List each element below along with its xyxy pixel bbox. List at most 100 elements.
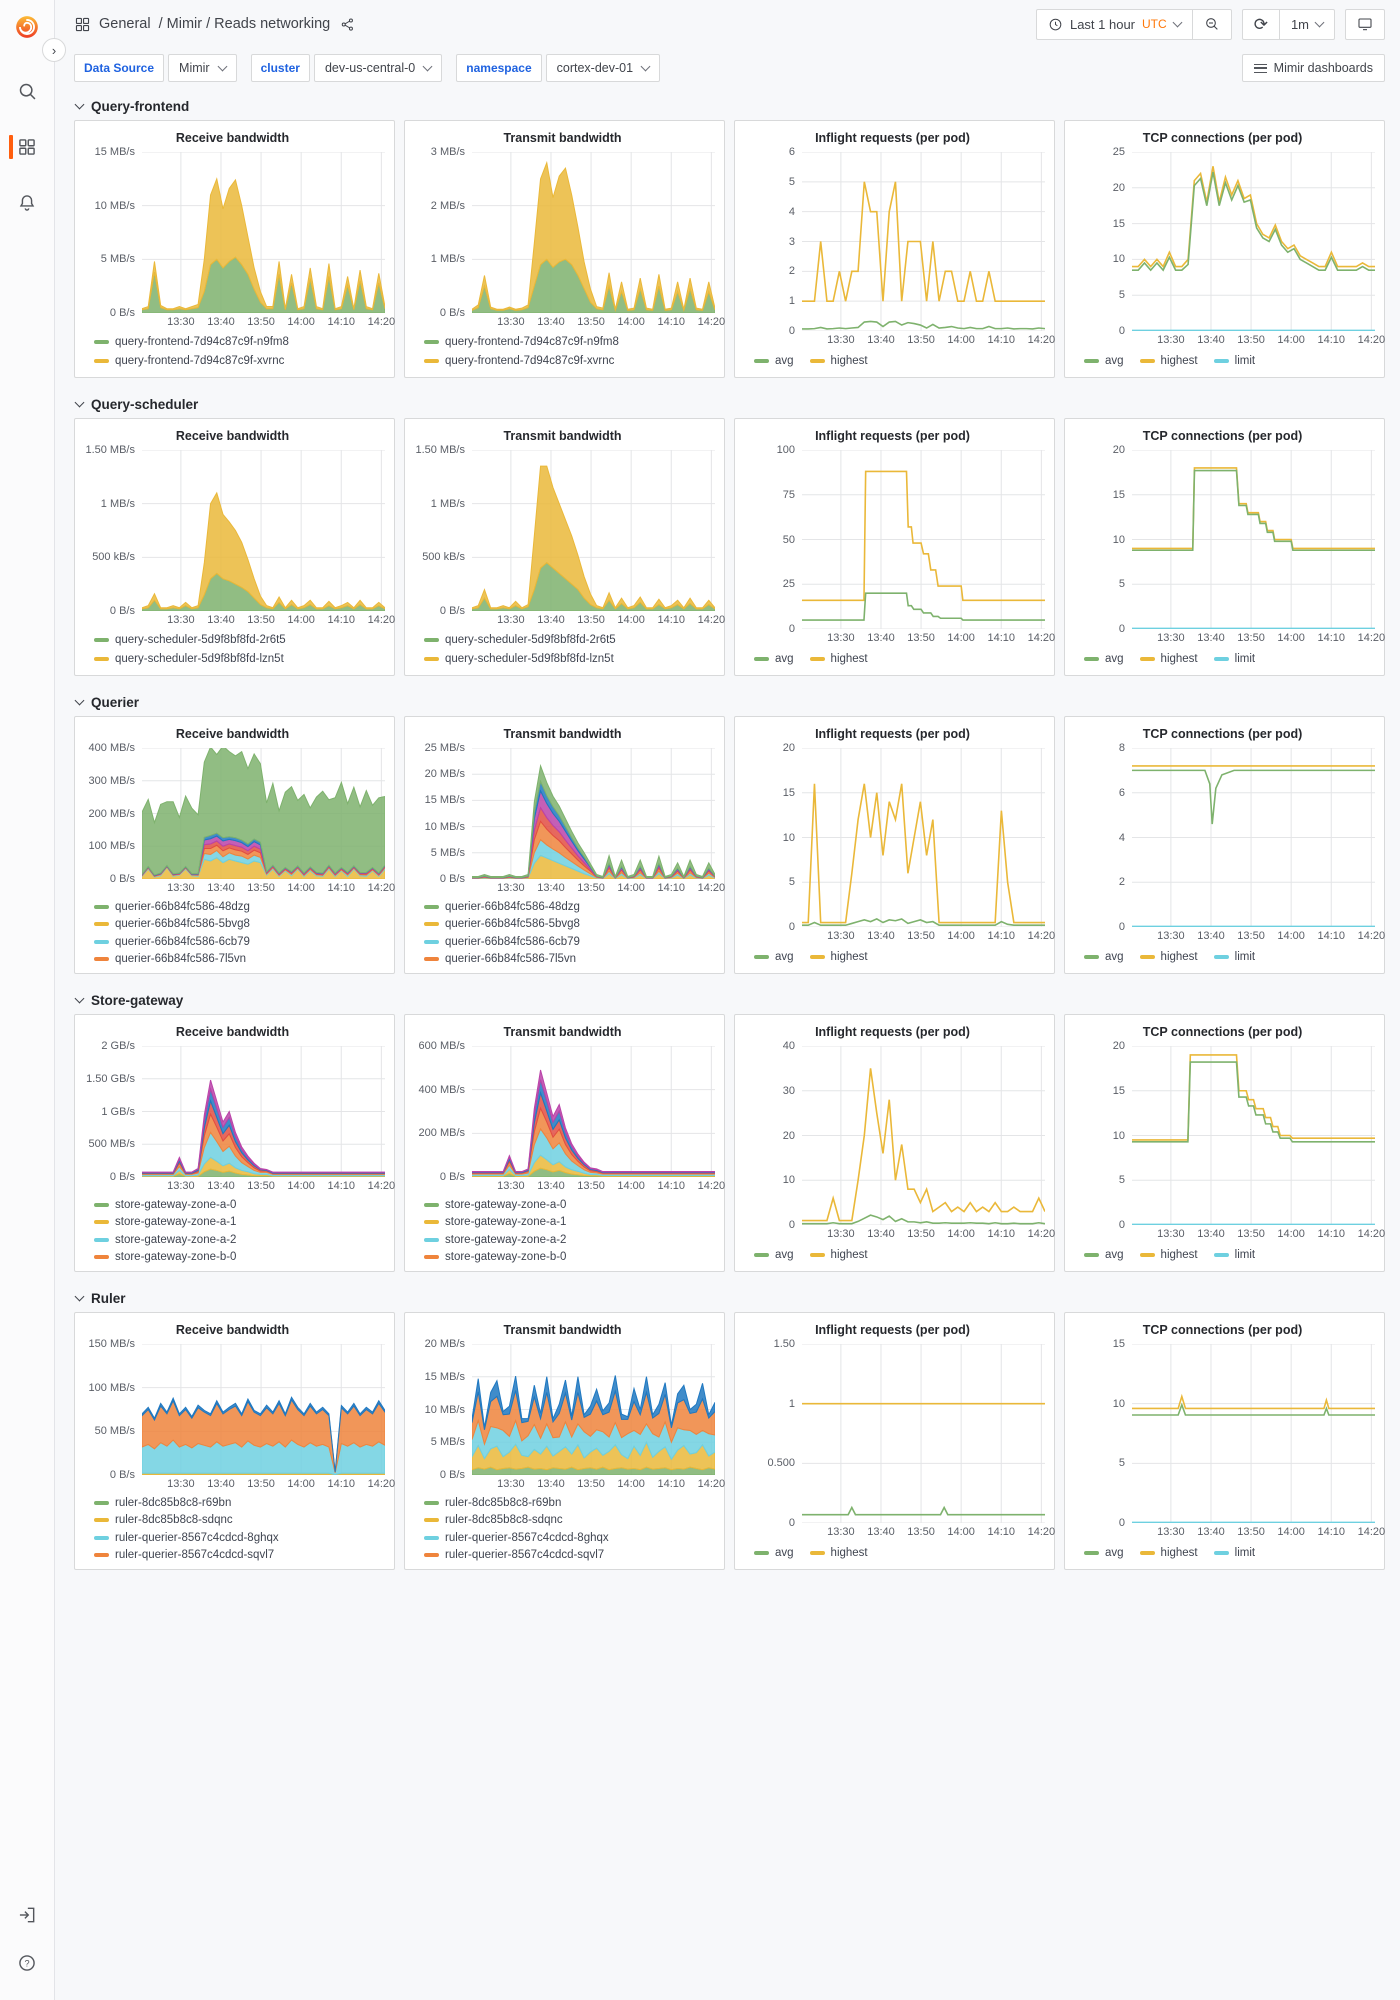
variable-label[interactable]: Data Source xyxy=(74,54,165,82)
legend-item[interactable]: query-frontend-7d94c87c9f-n9fm8 xyxy=(94,332,385,351)
legend-item[interactable]: store-gateway-zone-b-0 xyxy=(424,1249,715,1267)
legend-item[interactable]: ruler-8dc85b8c8-r69bn xyxy=(94,1494,385,1512)
legend-item[interactable]: avg xyxy=(754,948,794,967)
legend-item[interactable]: highest xyxy=(809,1246,868,1265)
variable-label[interactable]: cluster xyxy=(250,54,310,82)
breadcrumb-folder[interactable]: General xyxy=(99,16,151,32)
tv-mode-button[interactable] xyxy=(1346,10,1384,39)
section-header-query-scheduler[interactable]: Query-scheduler xyxy=(74,390,1385,418)
legend-item[interactable]: ruler-8dc85b8c8-sdqnc xyxy=(424,1512,715,1530)
grafana-logo[interactable] xyxy=(14,14,40,40)
legend-item[interactable]: avg xyxy=(1084,1246,1124,1265)
alerting-bell-icon[interactable] xyxy=(0,190,54,216)
legend-item[interactable]: store-gateway-zone-a-2 xyxy=(94,1231,385,1249)
section-header-querier[interactable]: Querier xyxy=(74,688,1385,716)
panel-title[interactable]: Receive bandwidth xyxy=(175,429,290,443)
legend-item[interactable]: store-gateway-zone-a-0 xyxy=(94,1196,385,1214)
legend-item[interactable]: highest xyxy=(1139,650,1198,669)
legend-item[interactable]: store-gateway-zone-a-0 xyxy=(424,1196,715,1214)
legend-item[interactable]: ruler-8dc85b8c8-r69bn xyxy=(424,1494,715,1512)
chart-canvas[interactable] xyxy=(472,748,715,879)
chart-canvas[interactable] xyxy=(802,1046,1045,1225)
legend-item[interactable]: ruler-querier-8567c4cdcd-sqvl7 xyxy=(424,1547,715,1565)
legend-item[interactable]: store-gateway-zone-a-2 xyxy=(424,1231,715,1249)
chart-canvas[interactable] xyxy=(802,1344,1045,1523)
legend-item[interactable]: querier-66b84fc586-5bvg8 xyxy=(424,916,715,934)
panel-title[interactable]: TCP connections (per pod) xyxy=(1142,1025,1303,1039)
variable-value-dropdown[interactable]: Mimir xyxy=(168,54,237,82)
chart-canvas[interactable] xyxy=(1132,748,1375,927)
legend-item[interactable]: avg xyxy=(754,1544,794,1563)
legend-item[interactable]: store-gateway-zone-a-1 xyxy=(94,1214,385,1232)
chart-canvas[interactable] xyxy=(142,1344,385,1475)
chart-canvas[interactable] xyxy=(1132,450,1375,629)
chart-canvas[interactable] xyxy=(142,152,385,313)
panel-title[interactable]: TCP connections (per pod) xyxy=(1142,131,1303,145)
sidebar-expand-button[interactable]: › xyxy=(42,38,66,62)
legend-item[interactable]: highest xyxy=(809,1544,868,1563)
time-range-picker[interactable]: Last 1 hour UTC xyxy=(1037,10,1192,39)
legend-item[interactable]: avg xyxy=(754,650,794,669)
legend-item[interactable]: limit xyxy=(1213,1246,1255,1265)
legend-item[interactable]: query-scheduler-5d9f8bf8fd-lzn5t xyxy=(94,649,385,668)
panel-title[interactable]: Receive bandwidth xyxy=(175,1025,290,1039)
variable-label[interactable]: namespace xyxy=(456,54,542,82)
chart-canvas[interactable] xyxy=(802,748,1045,927)
legend-item[interactable]: querier-66b84fc586-5bvg8 xyxy=(94,916,385,934)
legend-item[interactable]: highest xyxy=(1139,352,1198,371)
variable-value-dropdown[interactable]: dev-us-central-0 xyxy=(313,54,443,82)
refresh-interval-dropdown[interactable]: 1m xyxy=(1278,9,1334,39)
panel-title[interactable]: Transmit bandwidth xyxy=(503,1323,622,1337)
legend-item[interactable]: querier-66b84fc586-7l5vn xyxy=(424,951,715,969)
zoom-out-button[interactable] xyxy=(1191,9,1231,39)
legend-item[interactable]: query-frontend-7d94c87c9f-xvrnc xyxy=(424,351,715,370)
legend-item[interactable]: store-gateway-zone-b-0 xyxy=(94,1249,385,1267)
legend-item[interactable]: query-frontend-7d94c87c9f-n9fm8 xyxy=(424,332,715,351)
sign-in-icon[interactable] xyxy=(0,1902,54,1928)
chart-canvas[interactable] xyxy=(472,152,715,313)
chart-canvas[interactable] xyxy=(1132,152,1375,331)
panel-title[interactable]: Inflight requests (per pod) xyxy=(815,1323,970,1337)
share-icon[interactable] xyxy=(340,17,355,32)
chart-canvas[interactable] xyxy=(802,450,1045,629)
legend-item[interactable]: avg xyxy=(754,1246,794,1265)
legend-item[interactable]: avg xyxy=(1084,948,1124,967)
chart-canvas[interactable] xyxy=(1132,1344,1375,1523)
panel-title[interactable]: Receive bandwidth xyxy=(175,727,290,741)
legend-item[interactable]: highest xyxy=(1139,1544,1198,1563)
chart-canvas[interactable] xyxy=(472,1344,715,1475)
legend-item[interactable]: query-scheduler-5d9f8bf8fd-2r6t5 xyxy=(424,630,715,649)
panel-title[interactable]: TCP connections (per pod) xyxy=(1142,727,1303,741)
panel-title[interactable]: Inflight requests (per pod) xyxy=(815,131,970,145)
chart-canvas[interactable] xyxy=(142,450,385,611)
panel-title[interactable]: Receive bandwidth xyxy=(175,1323,290,1337)
legend-item[interactable]: ruler-querier-8567c4cdcd-8ghqx xyxy=(94,1529,385,1547)
section-header-ruler[interactable]: Ruler xyxy=(74,1284,1385,1312)
panel-title[interactable]: Transmit bandwidth xyxy=(503,1025,622,1039)
refresh-button[interactable]: ⟳ xyxy=(1243,10,1279,39)
legend-item[interactable]: querier-66b84fc586-7l5vn xyxy=(94,951,385,969)
mimir-dashboards-button[interactable]: Mimir dashboards xyxy=(1241,54,1385,82)
panel-title[interactable]: Transmit bandwidth xyxy=(503,429,622,443)
legend-item[interactable]: querier-66b84fc586-48dzg xyxy=(94,898,385,916)
legend-item[interactable]: query-scheduler-5d9f8bf8fd-lzn5t xyxy=(424,649,715,668)
chart-canvas[interactable] xyxy=(1132,1046,1375,1225)
chart-canvas[interactable] xyxy=(472,450,715,611)
legend-item[interactable]: limit xyxy=(1213,352,1255,371)
panel-title[interactable]: Inflight requests (per pod) xyxy=(815,727,970,741)
legend-item[interactable]: avg xyxy=(754,352,794,371)
legend-item[interactable]: highest xyxy=(1139,1246,1198,1265)
chart-canvas[interactable] xyxy=(142,748,385,879)
variable-value-dropdown[interactable]: cortex-dev-01 xyxy=(545,54,661,82)
legend-item[interactable]: avg xyxy=(1084,352,1124,371)
section-header-store-gateway[interactable]: Store-gateway xyxy=(74,986,1385,1014)
legend-item[interactable]: limit xyxy=(1213,650,1255,669)
dashboards-icon[interactable] xyxy=(0,134,54,160)
legend-item[interactable]: query-scheduler-5d9f8bf8fd-2r6t5 xyxy=(94,630,385,649)
section-header-query-frontend[interactable]: Query-frontend xyxy=(74,92,1385,120)
legend-item[interactable]: querier-66b84fc586-6cb79 xyxy=(424,933,715,951)
breadcrumb-dashboard-title[interactable]: / Mimir / Reads networking xyxy=(158,16,331,32)
legend-item[interactable]: highest xyxy=(809,352,868,371)
legend-item[interactable]: limit xyxy=(1213,1544,1255,1563)
chart-canvas[interactable] xyxy=(802,152,1045,331)
